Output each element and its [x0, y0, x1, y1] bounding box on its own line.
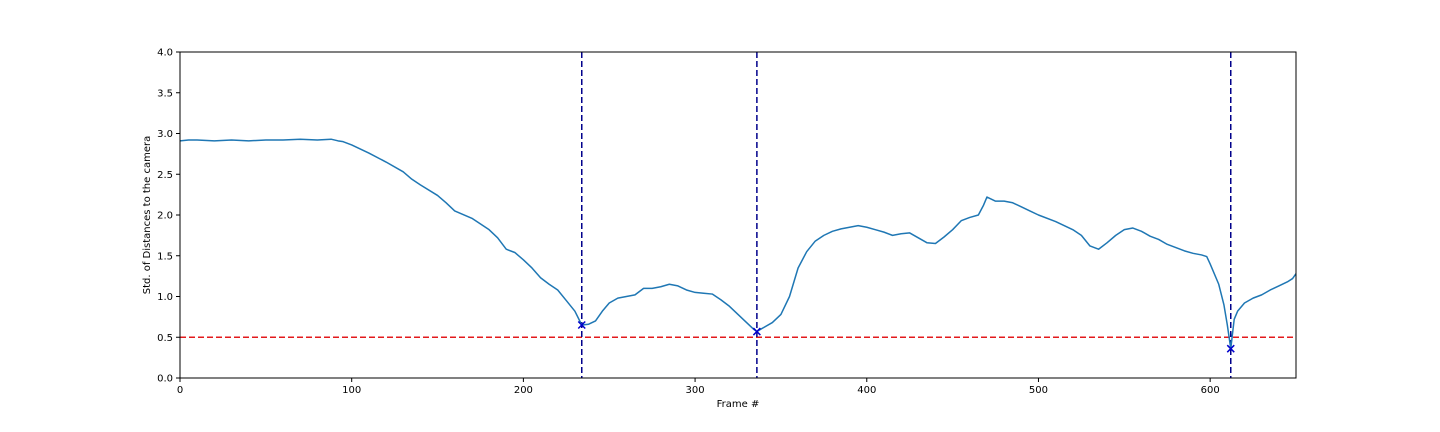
y-tick-label: 3.5 — [157, 88, 173, 99]
x-tick-label: 100 — [342, 385, 361, 396]
y-tick-label: 0.0 — [157, 374, 173, 385]
plot-area — [180, 52, 1296, 378]
x-axis-label: Frame # — [717, 399, 760, 410]
series-group — [179, 138, 1297, 350]
y-tick-label: 1.5 — [157, 251, 173, 262]
series-line — [179, 138, 1297, 350]
y-tick-label: 1.0 — [157, 292, 173, 303]
y-tick-label: 2.5 — [157, 170, 173, 181]
minimum-marker — [752, 327, 761, 336]
y-axis-ticks: 0.0 0.5 1.0 1.5 2.0 2.5 3.0 3.5 4.0 — [157, 48, 180, 385]
x-tick-label: 300 — [686, 385, 705, 396]
y-tick-label: 4.0 — [157, 48, 173, 59]
minimum-marker — [1226, 344, 1235, 353]
x-axis-ticks: 0 100 200 300 400 500 600 — [177, 378, 1220, 396]
y-tick-label: 3.0 — [157, 129, 173, 140]
x-tick-label: 600 — [1201, 385, 1220, 396]
y-tick-label: 0.5 — [157, 333, 173, 344]
marker-group — [577, 320, 1235, 353]
y-tick-label: 2.0 — [157, 211, 173, 222]
y-axis-label: Std. of Distances to the camera — [142, 136, 153, 294]
x-tick-label: 200 — [514, 385, 533, 396]
plot-frame — [179, 51, 1297, 379]
x-tick-label: 0 — [177, 385, 183, 396]
x-tick-label: 400 — [857, 385, 876, 396]
x-tick-label: 500 — [1029, 385, 1048, 396]
minimum-marker — [577, 320, 586, 330]
